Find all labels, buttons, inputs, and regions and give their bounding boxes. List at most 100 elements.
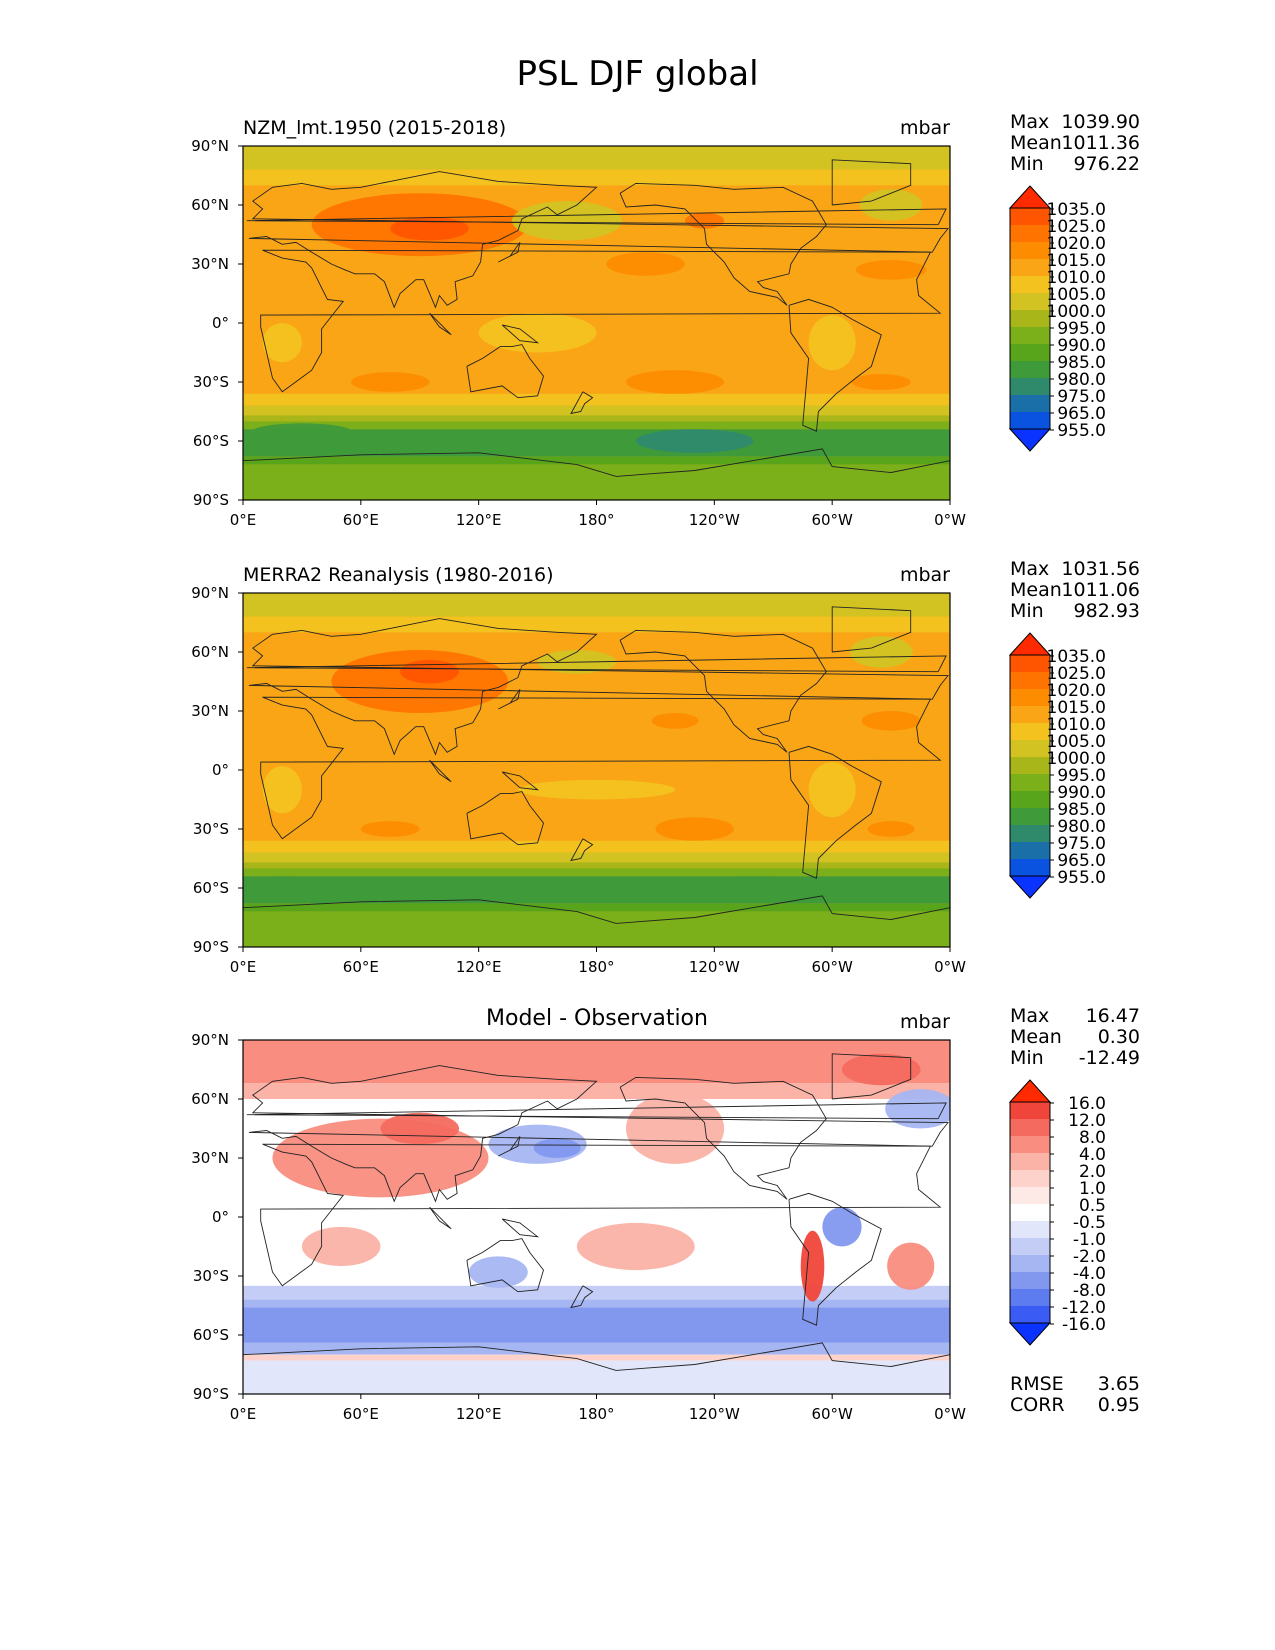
coastline [248, 1065, 949, 1203]
colorbar-tick-label: 980.0 [1057, 370, 1106, 390]
colorbar-segment [1010, 1170, 1050, 1188]
coastline [429, 1206, 452, 1230]
colorbar-segment [1010, 1119, 1050, 1137]
colorbar-segment [1010, 1102, 1050, 1120]
colorbar-segment [1010, 1238, 1050, 1256]
colorbar-min-arrow [1008, 1322, 1052, 1346]
colorbar-min-arrow [1008, 428, 1052, 452]
coastline [501, 1218, 540, 1238]
x-tick-label: 120°E [456, 958, 502, 976]
colorbar-tick-label: 995.0 [1057, 319, 1106, 339]
x-tick-label: 0°W [934, 511, 966, 529]
map-panel-1: 0°E 60°E 120°E 180° 120°W 60°W 0°W 90°N 60°N 30°N… [191, 137, 1106, 529]
coastline [243, 895, 950, 924]
coastline [570, 838, 594, 862]
colorbar-tick-label: 1035.0 [1047, 200, 1106, 220]
colorbar-min-arrow [1008, 875, 1052, 899]
colorbar-tick-label: 980.0 [1057, 817, 1106, 837]
panel3-units: mbar [899, 1011, 950, 1033]
colorbar-tick-label: 1000.0 [1047, 749, 1106, 769]
coastline [501, 324, 540, 344]
x-tick-label: 120°E [456, 511, 502, 529]
x-tick-label: 0°E [230, 511, 257, 529]
colorbar-tick-label: 4.0 [1079, 1145, 1106, 1165]
colorbar-segment [1010, 327, 1050, 345]
x-tick-label: 60°E [343, 511, 379, 529]
colorbar-tick-label: 8.0 [1079, 1128, 1106, 1148]
coastline [498, 242, 521, 263]
field-2 [243, 593, 950, 947]
colorbar-segment [1010, 859, 1050, 877]
y-tick-label: 0° [212, 314, 229, 332]
x-tick-label: 0°E [230, 1405, 257, 1423]
colorbar-segment [1010, 757, 1050, 775]
colorbar-tick-label: 955.0 [1057, 421, 1106, 441]
colorbar-segment [1010, 1153, 1050, 1171]
colorbar-segment [1010, 293, 1050, 311]
colorbar-tick-label: 1005.0 [1047, 732, 1106, 752]
colorbar-tick-label: 1025.0 [1047, 217, 1106, 237]
colorbar-segment [1010, 791, 1050, 809]
colorbar-3: 16.012.08.04.02.01.00.5-0.5-1.0-2.0-4.0-… [1008, 1079, 1106, 1346]
colorbar-segment [1010, 1187, 1050, 1205]
colorbar-segment [1010, 361, 1050, 379]
coastline [570, 391, 594, 415]
coastline [619, 629, 827, 753]
colorbar-tick-label: 985.0 [1057, 353, 1106, 373]
y-tick-label: 60°S [193, 432, 229, 450]
x-tick-label: 180° [578, 958, 614, 976]
colorbar-segment [1010, 1289, 1050, 1307]
coastline [246, 208, 947, 226]
y-tick-label: 60°N [191, 196, 229, 214]
colorbar-segment [1010, 259, 1050, 277]
colorbar-tick-label: 1025.0 [1047, 664, 1106, 684]
colorbar-segment [1010, 1306, 1050, 1324]
colorbar-tick-label: 1020.0 [1047, 234, 1106, 254]
x-tick-label: 60°W [811, 511, 853, 529]
x-tick-label: 120°W [689, 1405, 740, 1423]
colorbar-tick-label: 965.0 [1057, 851, 1106, 871]
colorbar-segment [1010, 672, 1050, 690]
colorbar-tick-label: 1015.0 [1047, 698, 1106, 718]
colorbar-segment [1010, 740, 1050, 758]
y-tick-label: 30°S [193, 373, 229, 391]
colorbar-tick-label: 990.0 [1057, 336, 1106, 356]
coastline [260, 696, 942, 840]
coastline [246, 1102, 947, 1120]
colorbar-tick-label: -1.0 [1073, 1230, 1106, 1250]
coastline [466, 1238, 544, 1293]
colorbar-tick-label: -0.5 [1073, 1213, 1106, 1233]
colorbar-tick-label: 1010.0 [1047, 715, 1106, 735]
y-tick-label: 0° [212, 1208, 229, 1226]
coastline [619, 182, 827, 306]
panel1-title: NZM_lmt.1950 (2015-2018) [243, 117, 507, 139]
colorbar-tick-label: 1035.0 [1047, 647, 1106, 667]
colorbar-segment [1010, 208, 1050, 226]
figure-title: PSL DJF global [516, 54, 759, 94]
y-tick-label: 30°S [193, 1267, 229, 1285]
colorbar-segment [1010, 242, 1050, 260]
x-tick-label: 0°W [934, 1405, 966, 1423]
colorbar-segment [1010, 310, 1050, 328]
coastline [248, 618, 949, 756]
colorbar-segment [1010, 1255, 1050, 1273]
panel2-title: MERRA2 Reanalysis (1980-2016) [243, 564, 554, 586]
colorbar-segment [1010, 723, 1050, 741]
y-tick-label: 90°N [191, 137, 229, 155]
colorbar-1: 1035.01025.01020.01015.01010.01005.01000… [1008, 185, 1106, 452]
colorbar-segment [1010, 689, 1050, 707]
colorbar-tick-label: 965.0 [1057, 404, 1106, 424]
x-tick-label: 60°E [343, 958, 379, 976]
y-tick-label: 60°S [193, 879, 229, 897]
colorbar-2: 1035.01025.01020.01015.01010.01005.01000… [1008, 632, 1106, 899]
colorbar-tick-label: 985.0 [1057, 800, 1106, 820]
colorbar-tick-label: -16.0 [1062, 1315, 1106, 1335]
colorbar-tick-label: 955.0 [1057, 868, 1106, 888]
panel3-title: Model - Observation [486, 1006, 708, 1031]
coastline [831, 1053, 912, 1100]
y-tick-label: 90°N [191, 584, 229, 602]
coastline [248, 171, 949, 309]
y-tick-label: 90°S [193, 1385, 229, 1403]
colorbar-max-arrow [1008, 185, 1052, 209]
x-tick-label: 60°E [343, 1405, 379, 1423]
